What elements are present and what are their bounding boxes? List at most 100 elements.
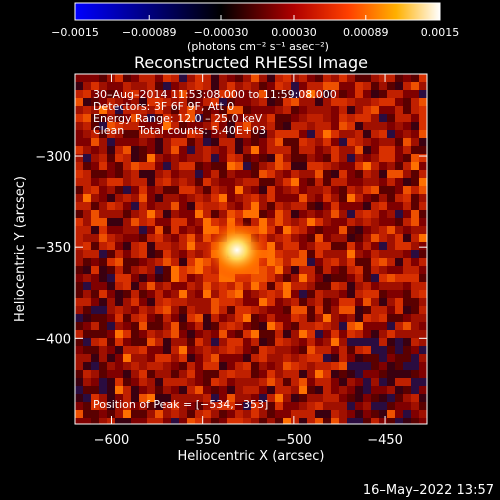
image-cell <box>267 122 275 130</box>
image-cell <box>355 338 363 346</box>
image-cell <box>331 290 339 298</box>
image-cell <box>75 114 83 122</box>
image-cell <box>139 234 147 242</box>
image-cell <box>251 386 259 394</box>
image-cell <box>379 266 387 274</box>
image-cell <box>331 418 339 424</box>
image-cell <box>123 234 131 242</box>
image-cell <box>195 410 203 418</box>
image-cell <box>355 386 363 394</box>
image-cell <box>331 202 339 210</box>
image-cell <box>315 186 323 194</box>
image-cell <box>395 282 403 290</box>
image-cell <box>387 178 395 186</box>
image-cell <box>115 242 123 250</box>
image-cell <box>275 146 283 154</box>
image-cell <box>323 362 331 370</box>
image-cell <box>291 234 299 242</box>
image-cell <box>403 226 411 234</box>
image-cell <box>307 250 315 258</box>
image-cell <box>235 362 243 370</box>
image-cell <box>267 338 275 346</box>
image-cell <box>395 314 403 322</box>
image-cell <box>379 298 387 306</box>
image-cell <box>171 130 179 138</box>
image-cell <box>395 346 403 354</box>
image-cell <box>91 322 99 330</box>
image-cell <box>235 346 243 354</box>
image-cell <box>83 290 91 298</box>
image-cell <box>339 266 347 274</box>
image-cell <box>299 378 307 386</box>
image-cell <box>107 394 115 402</box>
image-cell <box>123 242 131 250</box>
image-cell <box>419 282 427 290</box>
image-cell <box>299 130 307 138</box>
image-cell <box>379 354 387 362</box>
image-cell <box>171 178 179 186</box>
colorbar-tick-label: 0.00089 <box>343 26 389 39</box>
image-cell <box>315 74 323 82</box>
image-cell <box>251 274 259 282</box>
image-cell <box>419 370 427 378</box>
image-cell <box>115 266 123 274</box>
image-cell <box>299 186 307 194</box>
image-cell <box>291 74 299 82</box>
image-cell <box>299 210 307 218</box>
image-cell <box>83 322 91 330</box>
image-cell <box>107 98 115 106</box>
image-cell <box>219 178 227 186</box>
image-cell <box>307 394 315 402</box>
image-cell <box>339 418 347 424</box>
image-cell <box>203 162 211 170</box>
image-cell <box>123 114 131 122</box>
image-cell <box>387 202 395 210</box>
image-cell <box>403 122 411 130</box>
image-cell <box>171 106 179 114</box>
image-cell <box>251 290 259 298</box>
image-cell <box>275 346 283 354</box>
image-cell <box>75 138 83 146</box>
image-cell <box>323 210 331 218</box>
image-cell <box>227 130 235 138</box>
image-cell <box>411 386 419 394</box>
image-cell <box>363 410 371 418</box>
image-cell <box>307 322 315 330</box>
image-cell <box>123 82 131 90</box>
image-cell <box>323 234 331 242</box>
image-cell <box>387 138 395 146</box>
image-cell <box>363 394 371 402</box>
image-cell <box>395 330 403 338</box>
image-cell <box>147 346 155 354</box>
image-cell <box>243 138 251 146</box>
image-cell <box>379 274 387 282</box>
image-cell <box>107 322 115 330</box>
image-cell <box>219 202 227 210</box>
image-cell <box>259 346 267 354</box>
image-cell <box>411 186 419 194</box>
image-cell <box>371 162 379 170</box>
image-cell <box>411 210 419 218</box>
image-cell <box>83 202 91 210</box>
image-cell <box>395 90 403 98</box>
image-cell <box>331 338 339 346</box>
image-cell <box>283 290 291 298</box>
image-cell <box>147 258 155 266</box>
image-cell <box>147 298 155 306</box>
image-cell <box>171 186 179 194</box>
image-cell <box>299 162 307 170</box>
image-cell <box>347 322 355 330</box>
image-cell <box>179 130 187 138</box>
image-cell <box>371 346 379 354</box>
image-cell <box>131 338 139 346</box>
image-cell <box>123 362 131 370</box>
image-cell <box>99 170 107 178</box>
image-cell <box>387 130 395 138</box>
image-cell <box>395 130 403 138</box>
image-cell <box>131 394 139 402</box>
image-cell <box>83 282 91 290</box>
image-cell <box>227 338 235 346</box>
image-cell <box>419 74 427 82</box>
image-cell <box>171 410 179 418</box>
image-cell <box>331 146 339 154</box>
